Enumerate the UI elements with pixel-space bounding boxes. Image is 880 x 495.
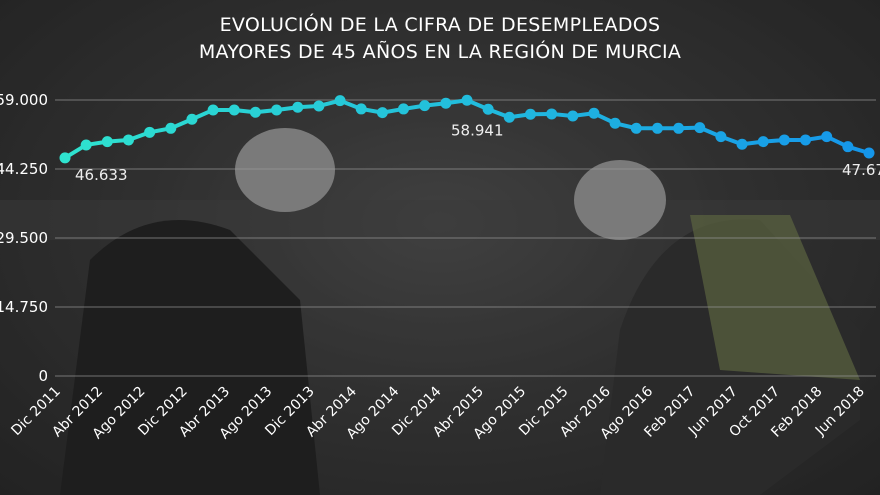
data-point <box>524 108 536 120</box>
data-label: 58.941 <box>451 121 504 139</box>
data-label: 46.633 <box>75 166 128 184</box>
data-point <box>757 136 769 148</box>
chart-title-line-2: MAYORES DE 45 AÑOS EN LA REGIÓN DE MURCI… <box>199 39 681 63</box>
data-point <box>398 103 410 115</box>
data-point <box>609 117 621 129</box>
data-point <box>482 103 494 115</box>
data-point <box>165 122 177 134</box>
chart-title-line-1: EVOLUCIÓN DE LA CIFRA DE DESEMPLEADOS <box>220 12 661 36</box>
data-point <box>292 101 304 113</box>
helmet-left <box>235 128 335 212</box>
data-point <box>503 111 515 123</box>
y-tick-label: 29.500 <box>0 229 48 247</box>
data-point <box>228 104 240 116</box>
data-point <box>630 122 642 134</box>
data-point <box>419 100 431 112</box>
data-point <box>80 139 92 151</box>
data-point <box>334 95 346 107</box>
data-point <box>800 134 812 146</box>
data-point <box>59 152 71 164</box>
data-point <box>821 131 833 143</box>
data-point <box>461 94 473 106</box>
y-tick-label: 59.000 <box>0 91 48 109</box>
data-point <box>863 147 875 159</box>
data-point <box>249 106 261 118</box>
y-tick-label: 44.250 <box>0 160 48 178</box>
data-point <box>673 122 685 134</box>
data-point <box>313 100 325 112</box>
data-point <box>546 108 558 120</box>
data-point <box>651 122 663 134</box>
data-point <box>376 107 388 119</box>
data-point <box>440 97 452 109</box>
data-point <box>588 107 600 119</box>
data-point <box>842 141 854 153</box>
data-point <box>186 113 198 125</box>
data-point <box>567 110 579 122</box>
y-tick-label: 14.750 <box>0 298 48 316</box>
helmet-right <box>574 160 666 240</box>
data-point <box>271 104 283 116</box>
data-point <box>101 136 113 148</box>
data-point <box>778 134 790 146</box>
worker-left-silhouette <box>60 220 320 495</box>
data-point <box>736 138 748 150</box>
data-label: 47.67 <box>842 161 880 179</box>
y-tick-label: 0 <box>38 367 48 385</box>
data-point <box>715 131 727 143</box>
vest-right <box>690 215 860 380</box>
data-point <box>694 122 706 134</box>
data-point <box>355 103 367 115</box>
data-point <box>207 104 219 116</box>
data-point <box>144 126 156 138</box>
data-point <box>122 134 134 146</box>
